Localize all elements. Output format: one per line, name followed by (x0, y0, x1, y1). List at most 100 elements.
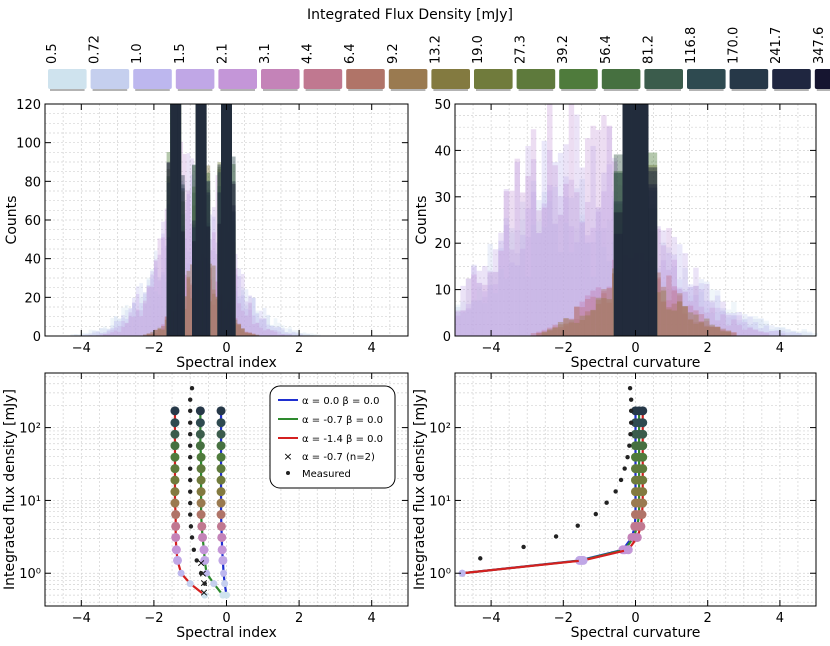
histogram-bar (143, 300, 147, 336)
histogram-bar (613, 201, 623, 336)
histogram-bar (280, 330, 285, 336)
histogram-bar (633, 245, 640, 336)
histogram-bar (682, 291, 688, 336)
histogram-bar (613, 224, 623, 336)
histogram-bar (172, 233, 176, 336)
histogram-bar (222, 292, 227, 336)
histogram-bar (128, 316, 133, 336)
plot-area: ×××× (170, 386, 230, 599)
histogram-bar (241, 290, 245, 336)
histogram-bar (181, 184, 185, 336)
histogram-bar (693, 323, 699, 336)
histogram-bar (95, 330, 100, 336)
histogram-bar (714, 290, 721, 336)
histogram-bar (291, 332, 296, 336)
plot-area (458, 385, 648, 577)
histogram-bar (175, 177, 180, 336)
histogram-bar (291, 330, 296, 336)
histogram-bar (192, 220, 196, 336)
histogram-bar (731, 315, 737, 336)
histogram-bar (277, 322, 281, 336)
histogram-bar (709, 312, 715, 336)
histogram-bar (649, 269, 656, 336)
histogram-bar (579, 301, 585, 336)
histogram-bar (255, 322, 260, 336)
histogram-bar (150, 331, 154, 336)
histogram-bar (164, 319, 169, 336)
histogram-bar (519, 192, 526, 336)
histogram-bar (536, 233, 542, 336)
histogram-bar (204, 257, 209, 336)
histogram-bar (110, 329, 114, 336)
histogram-bar (530, 224, 537, 336)
histogram-bar (172, 178, 176, 336)
histogram-bar (631, 104, 640, 336)
histogram-bar (241, 287, 245, 336)
histogram-bar (306, 333, 310, 336)
histogram-bar (113, 330, 118, 336)
histogram-bar (601, 228, 607, 336)
histogram-bar (796, 332, 802, 336)
x-tick-label: 2 (295, 611, 303, 626)
y-tick-label: 40 (434, 144, 451, 159)
cross-marker: × (199, 586, 208, 599)
histogram-bar (579, 178, 585, 336)
histogram-bar (747, 326, 753, 336)
histogram-bar (698, 314, 705, 336)
histogram-bar (758, 318, 764, 336)
histogram-bar (170, 104, 174, 336)
histogram-bar (639, 104, 649, 336)
x-tick-label: 4 (776, 341, 784, 356)
histogram-bar (113, 321, 118, 336)
histogram-bar (725, 331, 732, 336)
histogram-bar (752, 318, 759, 336)
histogram-bar (237, 303, 242, 336)
measured-point (189, 386, 195, 391)
histogram-bar (633, 258, 640, 336)
measured-point (194, 558, 199, 563)
histogram-bar (117, 321, 122, 336)
histogram-bar (179, 298, 183, 336)
measured-point (188, 477, 193, 483)
measured-point (188, 512, 193, 517)
histogram-bar (628, 291, 634, 336)
histogram-bar (557, 251, 564, 336)
histogram-bar (277, 326, 281, 336)
histogram-bar (231, 224, 236, 336)
histogram-bar (237, 296, 242, 336)
histogram-bar (199, 104, 203, 336)
histogram-bar (211, 289, 216, 336)
histogram-bar (262, 330, 267, 336)
series-marker (198, 532, 208, 542)
histogram-bar (622, 104, 632, 336)
histogram-bar (226, 318, 231, 336)
histogram-bar (660, 281, 667, 336)
histogram-bar (219, 299, 223, 336)
histogram-bar (284, 332, 289, 336)
histogram-bar (595, 208, 602, 336)
histogram-bar (186, 153, 191, 336)
histogram-bar (639, 104, 649, 336)
histogram-bar (215, 254, 220, 336)
histogram-bar (655, 281, 661, 336)
histogram-bar (84, 334, 89, 336)
histogram-bar (84, 334, 89, 336)
histogram-bar (262, 319, 267, 336)
histogram-bar (124, 322, 129, 336)
histogram-bar (224, 104, 229, 336)
histogram-bar (666, 289, 672, 336)
histogram-bar (202, 104, 207, 336)
histogram-bar (709, 302, 715, 336)
y-axis-label: Counts (4, 196, 20, 245)
histogram-bar (95, 331, 100, 336)
histogram-bar (644, 285, 650, 336)
histogram-bar (224, 104, 229, 336)
histogram-bar (666, 252, 672, 336)
histogram-bar (644, 269, 650, 336)
y-tick-label: 120 (16, 98, 41, 113)
histogram-bar (273, 318, 278, 336)
histogram-bar (487, 243, 493, 336)
histogram-bar (182, 154, 187, 336)
histogram-bar (204, 293, 209, 336)
histogram-bar (579, 315, 585, 336)
